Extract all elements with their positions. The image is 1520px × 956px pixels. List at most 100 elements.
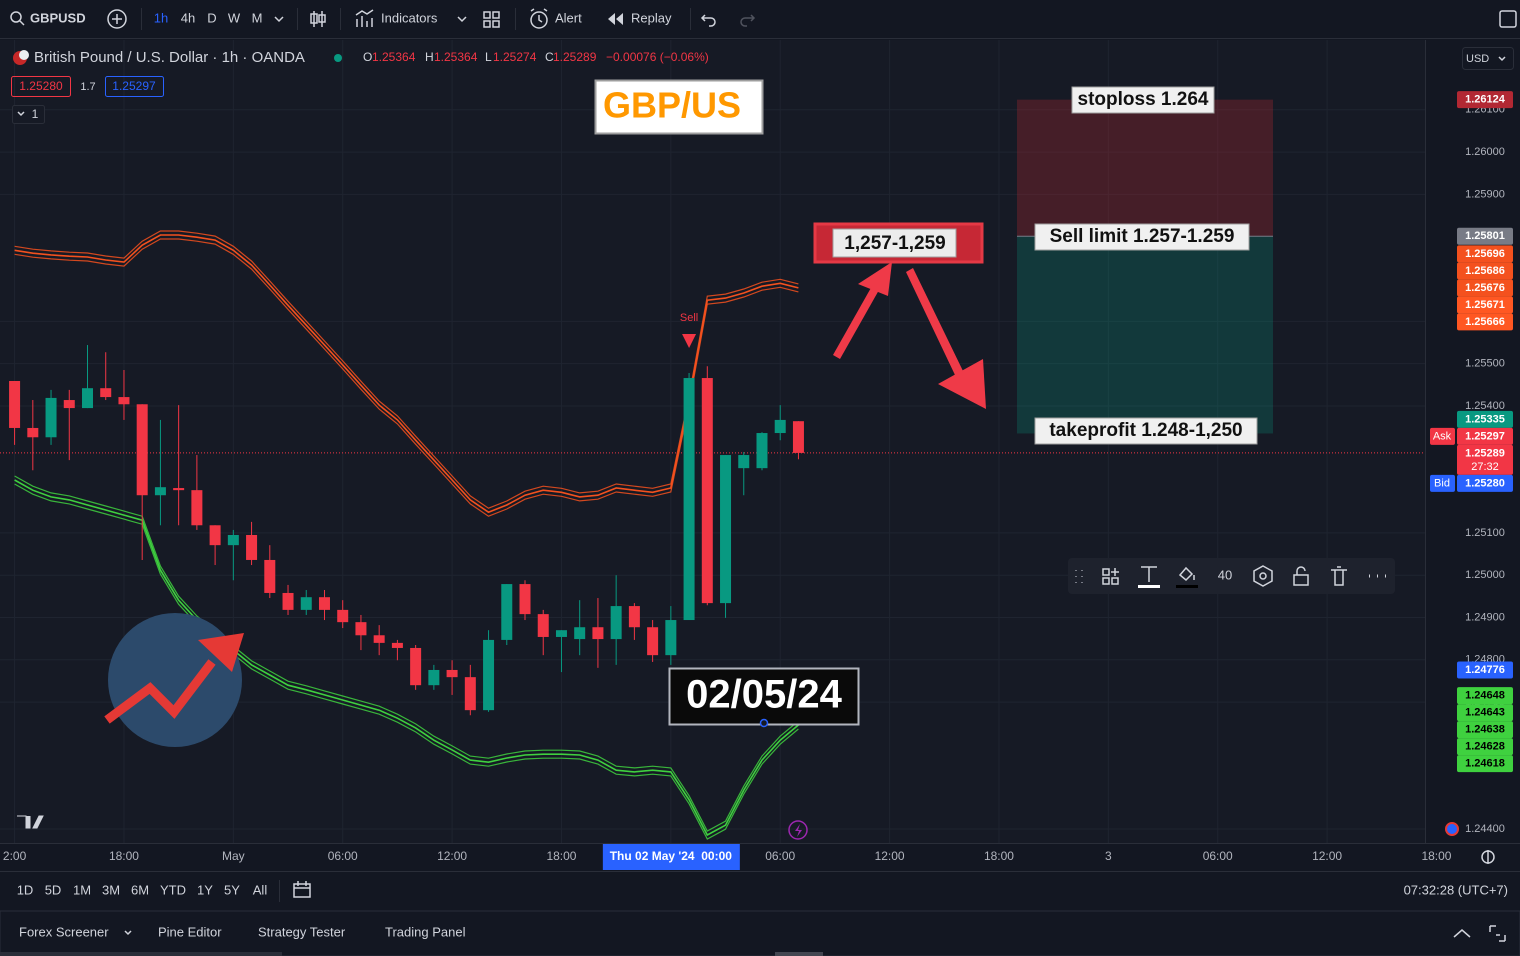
- title-box[interactable]: [594, 79, 764, 135]
- candle-body: [246, 535, 258, 560]
- event-icon[interactable]: [788, 820, 808, 840]
- fullscreen[interactable]: [1499, 10, 1517, 28]
- price-badge: [1457, 227, 1513, 245]
- x-tick-label: 18:00: [546, 849, 576, 863]
- fill-tool[interactable]: [1178, 566, 1195, 582]
- drag-handle[interactable]: [1075, 570, 1083, 583]
- label-box[interactable]: [1071, 86, 1215, 114]
- undo[interactable]: [700, 14, 716, 27]
- chevron[interactable]: [274, 16, 284, 23]
- price-badge-label: 1.25686: [1465, 265, 1505, 277]
- interval[interactable]: M: [252, 10, 263, 25]
- range[interactable]: 1D: [17, 882, 34, 897]
- interval[interactable]: D: [207, 10, 216, 25]
- candle-body: [63, 400, 75, 409]
- tab[interactable]: Pine Editor: [158, 924, 222, 939]
- legend: British Pound / U.S. Dollar · 1h · OANDA…: [11, 49, 709, 124]
- band-line: [14, 483, 799, 840]
- price-badge-label: 1.25801: [1465, 230, 1505, 242]
- maximize-panel[interactable]: [1489, 925, 1506, 942]
- date-box[interactable]: [668, 667, 860, 726]
- price-badge-label: 1.24618: [1465, 758, 1505, 770]
- band-line: [14, 234, 799, 514]
- range[interactable]: YTD: [160, 882, 186, 897]
- clock[interactable]: 07:32:28 (UTC+7): [1404, 882, 1508, 897]
- fill-color[interactable]: [1176, 585, 1198, 588]
- tab[interactable]: Forex Screener: [19, 924, 109, 939]
- chart-type[interactable]: [310, 11, 326, 27]
- text-tool[interactable]: [1141, 566, 1157, 582]
- takeprofit-label: takeprofit 1.248-1,250: [1049, 420, 1242, 441]
- lock[interactable]: [1293, 566, 1309, 586]
- anchor[interactable]: [759, 718, 769, 728]
- range[interactable]: 6M: [131, 882, 149, 897]
- candle-body: [27, 427, 39, 438]
- chevron[interactable]: [457, 16, 467, 23]
- price-badge-countdown: 27:32: [1471, 461, 1499, 473]
- collapse-count: 1: [32, 107, 39, 121]
- ohlc-key: L: [485, 50, 492, 64]
- currency[interactable]: USD: [1466, 53, 1489, 65]
- indicators[interactable]: Indicators: [381, 10, 438, 25]
- tool-icon[interactable]: [1102, 568, 1119, 585]
- candle-body: [756, 433, 768, 469]
- label-box[interactable]: [1034, 417, 1258, 445]
- price-badge-label: 1.24643: [1465, 707, 1505, 719]
- interval[interactable]: 4h: [181, 10, 195, 25]
- candle-body: [792, 421, 804, 453]
- bid-box[interactable]: [11, 76, 71, 97]
- currency-box[interactable]: [1462, 47, 1514, 70]
- search-icon[interactable]: [10, 11, 22, 23]
- collapse-box[interactable]: [12, 105, 45, 124]
- collapse-panel[interactable]: [1453, 929, 1471, 938]
- text-color[interactable]: [1138, 585, 1160, 588]
- alert-icon[interactable]: [530, 11, 548, 29]
- candle-body: [537, 614, 549, 637]
- price-badge-label: 1.24628: [1465, 741, 1505, 753]
- flag-icon: [1445, 822, 1459, 836]
- x-tick-label: 3: [1105, 849, 1112, 863]
- ohlc-value: 1.25364: [372, 50, 416, 64]
- axis-settings[interactable]: [1481, 850, 1495, 864]
- layouts-icon[interactable]: [483, 11, 500, 28]
- x-tick-label: 18:00: [1421, 849, 1451, 863]
- arrow: [906, 268, 963, 375]
- range[interactable]: 1Y: [197, 882, 213, 897]
- price-badge: [1457, 262, 1513, 280]
- range[interactable]: 3M: [102, 882, 120, 897]
- price-badge: [1457, 755, 1513, 773]
- price-badge-tag: [1430, 427, 1455, 445]
- delete[interactable]: [1331, 566, 1347, 586]
- candle-body: [683, 378, 695, 621]
- candle-body: [647, 627, 659, 656]
- range[interactable]: 5Y: [224, 882, 240, 897]
- range[interactable]: All: [253, 882, 268, 897]
- label-box[interactable]: [1034, 223, 1250, 251]
- bid: 1.25280: [19, 79, 63, 93]
- x-tick-label: 06:00: [765, 849, 795, 863]
- alert[interactable]: Alert: [555, 10, 582, 25]
- tab[interactable]: Trading Panel: [385, 924, 466, 939]
- chevron[interactable]: [124, 930, 132, 936]
- range[interactable]: 5D: [45, 882, 62, 897]
- symbol[interactable]: GBPUSD: [30, 10, 86, 25]
- candle-body: [410, 647, 422, 686]
- candle-body: [9, 381, 21, 428]
- goto-date[interactable]: [293, 881, 311, 898]
- candle-body: [464, 677, 476, 711]
- indicators-icon[interactable]: [355, 9, 374, 27]
- replay[interactable]: Replay: [631, 10, 672, 25]
- add-symbol[interactable]: [107, 9, 127, 29]
- tab[interactable]: Strategy Tester: [258, 924, 346, 939]
- interval[interactable]: W: [228, 10, 241, 25]
- interval[interactable]: 1h: [154, 10, 168, 25]
- ask-box[interactable]: [105, 76, 164, 97]
- spread: 1.7: [80, 81, 95, 93]
- redo[interactable]: [740, 14, 756, 27]
- replay-icon[interactable]: [608, 13, 623, 25]
- range[interactable]: 1M: [73, 882, 91, 897]
- settings[interactable]: [1253, 565, 1273, 587]
- arrow: [833, 286, 879, 359]
- font-size[interactable]: 40: [1218, 567, 1232, 582]
